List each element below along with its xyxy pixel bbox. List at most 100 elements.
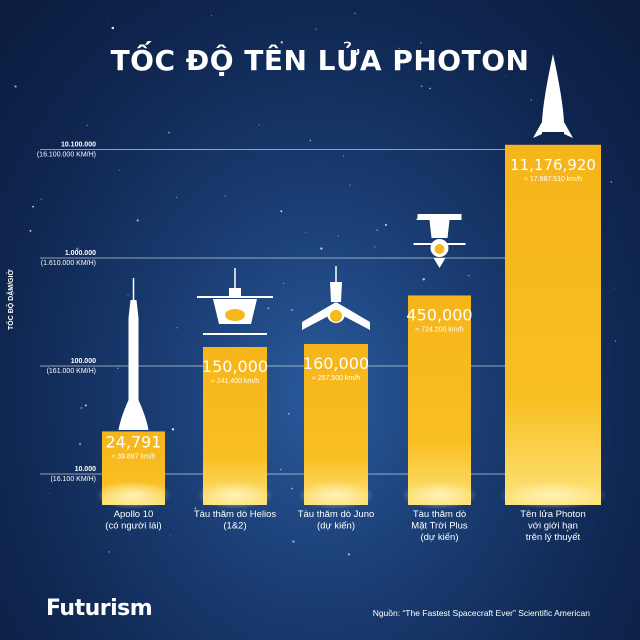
category-label: (1&2) bbox=[223, 521, 246, 532]
category-label: (dự kiến) bbox=[420, 532, 458, 543]
category-label: Tàu thăm dò bbox=[413, 509, 466, 520]
star bbox=[86, 124, 88, 127]
y-tick-sublabel: (1.610.000 KM/H) bbox=[41, 260, 96, 267]
star bbox=[422, 278, 425, 281]
photon-rocket-icon bbox=[533, 54, 573, 138]
star bbox=[291, 487, 293, 490]
star bbox=[398, 47, 401, 50]
star bbox=[566, 530, 569, 532]
y-tick-sublabel: (161.000 KM/H) bbox=[47, 368, 96, 375]
star bbox=[305, 231, 307, 233]
star bbox=[614, 340, 617, 342]
star bbox=[530, 99, 533, 101]
star bbox=[354, 12, 356, 15]
star bbox=[320, 247, 323, 250]
star bbox=[429, 87, 431, 90]
star bbox=[171, 428, 175, 431]
star bbox=[292, 540, 295, 543]
star bbox=[258, 124, 260, 126]
category-label: Tên lửa Photon bbox=[520, 509, 586, 520]
star bbox=[505, 75, 507, 78]
page-title: TỐC ĐỘ TÊN LỬA PHOTON bbox=[110, 44, 530, 77]
y-tick-sublabel: (16.100 KM/H) bbox=[50, 476, 96, 483]
star bbox=[315, 28, 317, 30]
star bbox=[118, 169, 120, 171]
star bbox=[280, 41, 284, 44]
solar-probe-icon bbox=[413, 214, 466, 268]
y-tick-sublabel: (16.100.000 KM/H) bbox=[37, 152, 96, 159]
bar-glow bbox=[499, 481, 607, 509]
star bbox=[40, 198, 42, 200]
bar-glow bbox=[402, 481, 477, 509]
star bbox=[117, 367, 119, 369]
category-label: Apollo 10 bbox=[114, 509, 154, 520]
star bbox=[420, 85, 423, 88]
category-label: Tàu thăm dò Juno bbox=[298, 509, 375, 520]
star bbox=[468, 274, 470, 277]
star bbox=[384, 223, 387, 227]
category-label: Mặt Trời Plus bbox=[411, 521, 468, 532]
star bbox=[29, 229, 32, 232]
star bbox=[342, 155, 345, 157]
star bbox=[32, 205, 34, 208]
star bbox=[48, 492, 50, 494]
value-label: 160,000 bbox=[303, 354, 369, 373]
value-label: 11,176,920 bbox=[510, 156, 596, 174]
kmh-label: ≈ 17.987.510 km/h bbox=[524, 176, 582, 183]
star bbox=[224, 195, 226, 197]
helios-probe-icon bbox=[197, 268, 273, 335]
bar bbox=[408, 295, 471, 505]
star bbox=[14, 85, 17, 88]
star bbox=[176, 196, 178, 199]
star bbox=[376, 229, 378, 231]
kmh-label: ≈ 39.897 km/h bbox=[111, 453, 155, 460]
star bbox=[313, 313, 315, 315]
star bbox=[349, 184, 351, 186]
star bbox=[136, 219, 139, 222]
star bbox=[107, 20, 109, 22]
category-label: (dự kiến) bbox=[317, 521, 355, 532]
star bbox=[176, 327, 178, 329]
kmh-label: ≈ 724.200 km/h bbox=[415, 326, 463, 333]
kmh-label: ≈ 241.400 km/h bbox=[211, 378, 259, 385]
star bbox=[347, 553, 350, 556]
bar bbox=[304, 343, 368, 505]
star bbox=[111, 26, 115, 30]
star bbox=[613, 287, 615, 289]
value-label: 24,791 bbox=[106, 432, 162, 451]
star bbox=[108, 551, 110, 553]
juno-probe-icon bbox=[302, 266, 370, 330]
category-label: (có người lái) bbox=[105, 521, 161, 532]
star bbox=[288, 413, 290, 415]
brand-logo: Futurism bbox=[46, 596, 153, 621]
category-label: với giới hạn bbox=[528, 521, 578, 532]
star bbox=[194, 507, 197, 510]
star bbox=[76, 247, 79, 251]
source-credit: Nguồn: “The Fastest Spacecraft Ever” Sci… bbox=[372, 608, 590, 618]
y-tick-label: 10.000 bbox=[75, 466, 97, 473]
star bbox=[419, 42, 422, 44]
bars bbox=[96, 144, 607, 509]
value-label: 450,000 bbox=[406, 305, 472, 324]
star bbox=[337, 235, 339, 237]
category-label: Tàu thăm dò Helios bbox=[194, 509, 277, 520]
y-tick-label: 100.000 bbox=[71, 358, 96, 365]
star bbox=[309, 139, 312, 142]
category-label: trên lý thuyết bbox=[526, 532, 581, 543]
star bbox=[280, 468, 282, 471]
bar-glow bbox=[197, 481, 273, 509]
star bbox=[374, 246, 376, 248]
bar bbox=[505, 144, 601, 506]
star bbox=[127, 294, 129, 297]
bar-glow bbox=[96, 481, 171, 509]
star bbox=[84, 404, 87, 407]
star bbox=[170, 535, 172, 537]
icons bbox=[118, 54, 573, 430]
star bbox=[80, 406, 83, 410]
bar-glow bbox=[298, 481, 374, 509]
star bbox=[280, 210, 283, 213]
rocket-icon bbox=[118, 278, 149, 430]
star bbox=[290, 308, 294, 312]
star bbox=[211, 14, 213, 16]
